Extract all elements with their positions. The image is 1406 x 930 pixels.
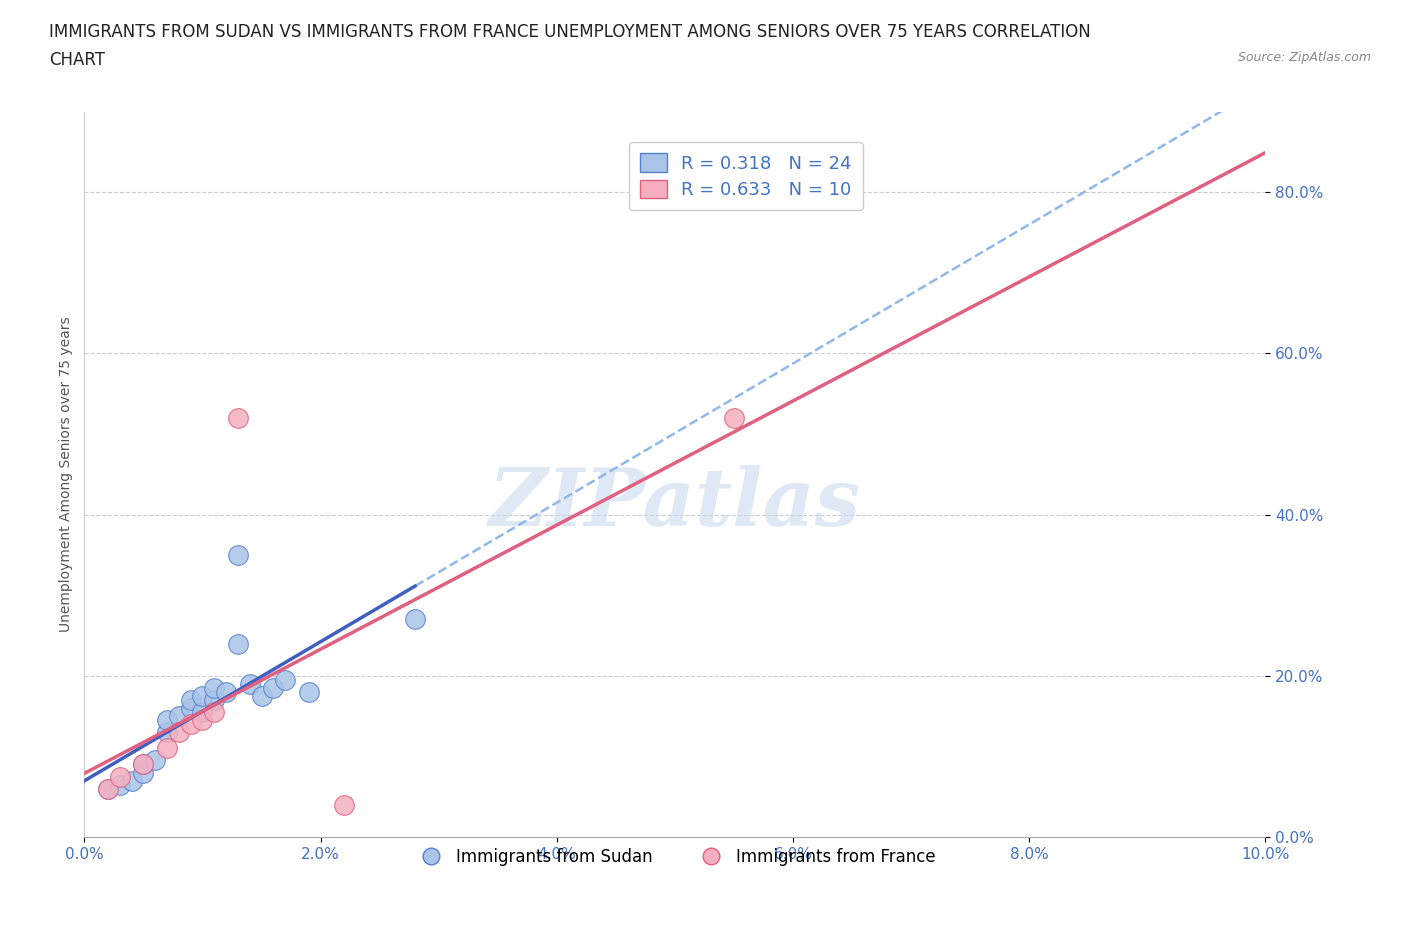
Point	[226, 548, 249, 563]
Point	[274, 672, 297, 687]
Point	[167, 709, 190, 724]
Point	[167, 724, 190, 739]
Text: IMMIGRANTS FROM SUDAN VS IMMIGRANTS FROM FRANCE UNEMPLOYMENT AMONG SENIORS OVER : IMMIGRANTS FROM SUDAN VS IMMIGRANTS FROM…	[49, 23, 1091, 41]
Point	[250, 688, 273, 703]
Point	[215, 684, 238, 699]
Point	[333, 797, 356, 812]
Point	[191, 705, 214, 720]
Point	[191, 712, 214, 727]
Point	[723, 410, 745, 425]
Text: CHART: CHART	[49, 51, 105, 69]
Point	[156, 741, 179, 756]
Legend: Immigrants from Sudan, Immigrants from France: Immigrants from Sudan, Immigrants from F…	[408, 841, 942, 872]
Point	[226, 636, 249, 651]
Text: ZIPatlas: ZIPatlas	[489, 465, 860, 542]
Point	[298, 684, 321, 699]
Y-axis label: Unemployment Among Seniors over 75 years: Unemployment Among Seniors over 75 years	[59, 316, 73, 632]
Point	[108, 769, 131, 784]
Point	[156, 724, 179, 739]
Point	[202, 693, 225, 708]
Point	[180, 717, 202, 732]
Point	[132, 757, 155, 772]
Point	[239, 676, 262, 691]
Text: Source: ZipAtlas.com: Source: ZipAtlas.com	[1237, 51, 1371, 64]
Point	[97, 781, 120, 796]
Point	[132, 765, 155, 780]
Point	[262, 681, 284, 696]
Point	[202, 705, 225, 720]
Point	[404, 612, 426, 627]
Point	[226, 410, 249, 425]
Point	[180, 693, 202, 708]
Point	[180, 700, 202, 715]
Point	[108, 777, 131, 792]
Point	[143, 753, 166, 768]
Point	[191, 688, 214, 703]
Point	[121, 773, 143, 788]
Point	[132, 757, 155, 772]
Point	[97, 781, 120, 796]
Point	[156, 712, 179, 727]
Point	[202, 681, 225, 696]
